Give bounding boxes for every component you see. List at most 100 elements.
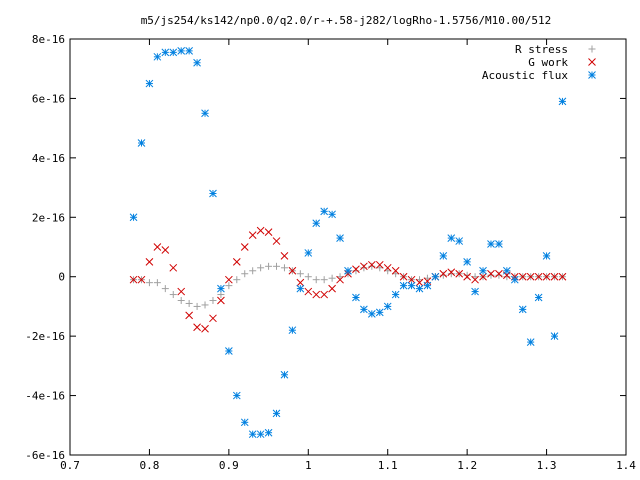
data-point: [249, 267, 257, 275]
data-point: [265, 262, 273, 270]
data-point: [360, 262, 368, 271]
data-point: [193, 58, 201, 67]
data-point: [225, 347, 233, 355]
data-point: [455, 237, 464, 245]
data-point: [296, 284, 305, 293]
data-point: [272, 409, 281, 418]
legend-marker: [588, 45, 596, 53]
data-point: [288, 326, 297, 335]
data-point: [383, 302, 392, 311]
data-point: [264, 228, 273, 236]
data-point: [360, 305, 368, 314]
data-point: [153, 279, 161, 287]
data-point: [526, 338, 535, 346]
data-point: [240, 243, 249, 251]
data-point: [487, 269, 495, 278]
data-point: [304, 273, 312, 281]
data-point: [471, 287, 479, 296]
data-point: [439, 252, 448, 260]
data-point: [495, 269, 503, 278]
data-point: [129, 213, 138, 222]
y-tick-label: -6e-16: [25, 449, 65, 462]
axis-ticks: 0.7 0.8 0.9 1 1.1 1.2 1.3 1.4 -6e-16 -4e-16 -2e-16…: [25, 33, 636, 472]
data-point: [217, 296, 225, 305]
data-point: [280, 264, 288, 272]
data-point: [272, 237, 281, 245]
data-point: [193, 302, 201, 310]
data-point: [352, 267, 360, 275]
data-point: [360, 264, 368, 272]
data-point: [209, 314, 217, 323]
data-point: [550, 332, 559, 340]
data-point: [471, 275, 479, 284]
data-point: [558, 97, 567, 106]
x-tick-label: 0.8: [139, 459, 159, 472]
data-point: [209, 189, 217, 198]
legend-label: R stress: [515, 43, 568, 56]
data-point: [137, 139, 146, 147]
y-tick-label: 0: [58, 271, 65, 284]
data-point: [542, 252, 551, 260]
data-point: [304, 287, 313, 296]
data-point: [185, 47, 193, 55]
data-point: [447, 270, 455, 278]
data-point: [503, 273, 511, 281]
data-point: [288, 266, 297, 275]
data-point: [368, 262, 376, 270]
y-tick-label: 4e-16: [32, 152, 65, 165]
data-point: [137, 275, 146, 284]
data-point: [328, 210, 336, 219]
x-tick-label: 1.2: [457, 459, 477, 472]
data-point: [399, 272, 408, 281]
data-point: [312, 290, 321, 299]
data-point: [169, 48, 178, 57]
data-point: [320, 207, 329, 216]
data-point: [209, 296, 217, 304]
data-point: [193, 323, 201, 332]
data-point: [463, 258, 471, 266]
data-point: [526, 272, 535, 281]
data-point: [145, 279, 153, 287]
data-point: [495, 240, 503, 248]
data-point: [503, 266, 511, 275]
data-point: [542, 272, 551, 281]
data-point: [201, 109, 209, 118]
legend-marker: [588, 58, 596, 66]
data-point: [367, 260, 376, 269]
data-point: [518, 305, 527, 314]
data-point: [273, 262, 281, 270]
data-point: [177, 296, 185, 304]
data-point: [558, 272, 567, 281]
data-point: [399, 281, 408, 290]
data-point: [320, 290, 329, 299]
data-point: [296, 270, 304, 278]
legend-label: G work: [528, 56, 568, 69]
legend-label: Acoustic flux: [482, 69, 568, 82]
data-point: [129, 275, 138, 284]
data-point: [328, 274, 336, 282]
data-point: [232, 391, 241, 400]
data-point: [248, 430, 257, 439]
data-point: [383, 263, 392, 272]
data-point: [344, 266, 352, 275]
data-point: [487, 271, 495, 279]
data-point: [320, 276, 328, 284]
y-tick-label: -2e-16: [25, 330, 65, 343]
data-point: [391, 266, 400, 275]
data-point: [534, 272, 543, 281]
data-point: [431, 272, 440, 281]
data-point: [233, 276, 241, 284]
data-point: [264, 428, 273, 437]
y-tick-label: 6e-16: [32, 92, 65, 105]
data-point: [439, 271, 447, 279]
y-tick-label: -4e-16: [25, 390, 65, 403]
data-point: [161, 285, 169, 293]
series-2: [129, 47, 567, 439]
data-point: [534, 293, 543, 302]
data-point: [463, 271, 471, 279]
data-point: [304, 249, 313, 257]
data-point: [161, 48, 170, 57]
data-point: [169, 263, 178, 272]
